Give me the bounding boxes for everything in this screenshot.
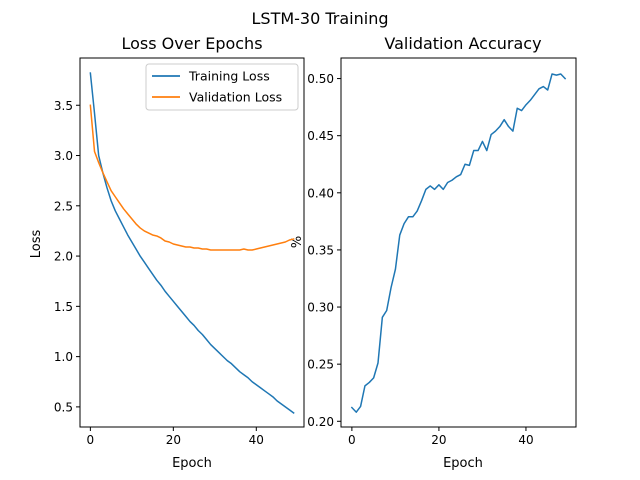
loss-subplot: Loss Over Epochs Epoch Loss: [29, 34, 263, 471]
accuracy-x-tick-label: 20: [431, 433, 446, 447]
loss-legend: Training Loss Validation Loss: [145, 63, 299, 111]
loss-x-tick-label: 20: [166, 433, 181, 447]
validation-loss-legend-label: Validation Loss: [189, 90, 282, 105]
accuracy-y-tick-label: 0.45: [307, 129, 334, 143]
accuracy-axes-frame: [340, 57, 577, 428]
accuracy-plot-area: 0 20 40 0.20 0.25 0.30 0.35 0.40 0.45 0.50: [307, 57, 577, 447]
loss-y-tick-label: 1.5: [54, 300, 73, 314]
accuracy-x-tick-label: 0: [348, 433, 356, 447]
loss-plot-area: 0 20 40 0.5 1.0 1.5 2.0 2.5 3.0 3.5 Training Loss V…: [54, 57, 305, 447]
accuracy-y-tick-label: 0.30: [307, 301, 334, 315]
loss-y-tick-label: 2.0: [54, 250, 73, 264]
loss-y-tick-label: 0.5: [54, 400, 73, 414]
accuracy-y-tick-label: 0.50: [307, 72, 334, 86]
accuracy-x-tick-label: 40: [518, 433, 533, 447]
accuracy-series-line: [350, 73, 567, 413]
loss-x-axis-label: Epoch: [172, 456, 212, 471]
loss-axes-frame: [79, 57, 305, 428]
loss-x-tick-label: 40: [249, 433, 264, 447]
accuracy-y-tick-label: 0.20: [307, 415, 334, 429]
validation-loss-line: [89, 104, 295, 251]
accuracy-x-axis-label: Epoch: [443, 456, 483, 471]
loss-y-tick-label: 3.0: [54, 149, 73, 163]
loss-x-tick-label: 0: [87, 433, 95, 447]
loss-y-tick-label: 2.5: [54, 199, 73, 213]
training-loss-line: [89, 72, 295, 414]
loss-y-tick-label: 3.5: [54, 99, 73, 113]
accuracy-y-tick-label: 0.25: [307, 358, 334, 372]
accuracy-subplot: Validation Accuracy Epoch %: [290, 34, 542, 471]
accuracy-y-tick-label: 0.35: [307, 243, 334, 257]
loss-y-axis-label: Loss: [29, 230, 44, 259]
accuracy-y-axis-label: %: [290, 236, 305, 248]
accuracy-subplot-title: Validation Accuracy: [384, 34, 541, 53]
figure-title: LSTM-30 Training: [252, 9, 389, 28]
loss-subplot-title: Loss Over Epochs: [121, 34, 262, 53]
accuracy-y-tick-label: 0.40: [307, 186, 334, 200]
loss-legend-box: [145, 63, 299, 111]
loss-y-tick-label: 1.0: [54, 350, 73, 364]
training-loss-legend-label: Training Loss: [188, 69, 270, 84]
